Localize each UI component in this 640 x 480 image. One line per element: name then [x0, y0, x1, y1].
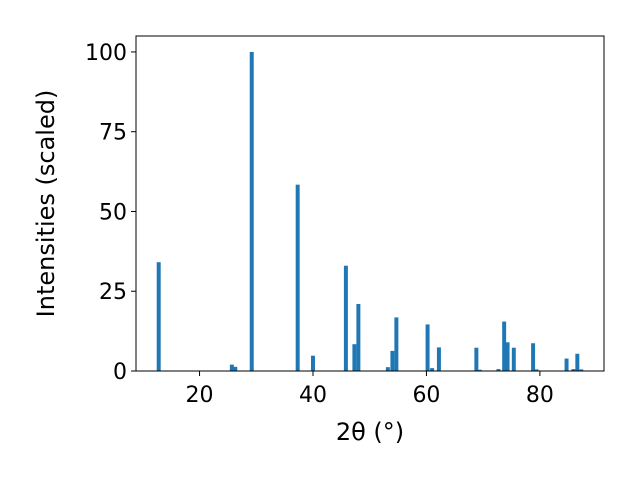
bar	[477, 369, 482, 371]
bar	[390, 350, 395, 371]
bar	[394, 317, 399, 371]
y-tick-label: 75	[99, 121, 127, 146]
y-ticks: 0 25 50 75 100	[85, 41, 136, 385]
y-axis-label: Intensities (scaled)	[32, 90, 60, 318]
x-ticks: 20 40 60 80	[186, 371, 554, 408]
bar	[564, 358, 569, 371]
bar	[505, 342, 510, 371]
bar	[502, 321, 507, 371]
y-tick-label: 25	[99, 280, 127, 305]
x-tick-label: 80	[526, 383, 554, 408]
bar	[425, 324, 430, 371]
bar	[474, 347, 479, 371]
bar	[531, 343, 536, 371]
bar	[311, 355, 315, 371]
plot-frame	[135, 35, 605, 372]
x-tick-label: 20	[186, 383, 214, 408]
bar	[571, 369, 576, 371]
bars-group	[156, 51, 584, 371]
bar	[575, 353, 580, 371]
bar	[534, 369, 539, 371]
bar	[385, 367, 390, 371]
bar	[436, 347, 441, 371]
x-tick-label: 60	[412, 383, 440, 408]
y-tick-label: 50	[99, 200, 127, 225]
bar	[229, 364, 234, 371]
bar	[233, 366, 238, 371]
bar	[156, 262, 161, 371]
y-tick-label: 100	[85, 41, 127, 66]
bar	[511, 347, 516, 371]
x-axis-label: 2θ (°)	[336, 418, 404, 446]
bar	[496, 369, 501, 371]
bar	[249, 51, 254, 371]
bar	[356, 304, 361, 371]
bar	[579, 369, 584, 371]
bar	[343, 265, 348, 371]
bar	[430, 368, 435, 371]
y-tick-label: 0	[113, 360, 127, 385]
bar	[295, 184, 300, 371]
x-tick-label: 40	[299, 383, 327, 408]
bar	[352, 344, 357, 371]
